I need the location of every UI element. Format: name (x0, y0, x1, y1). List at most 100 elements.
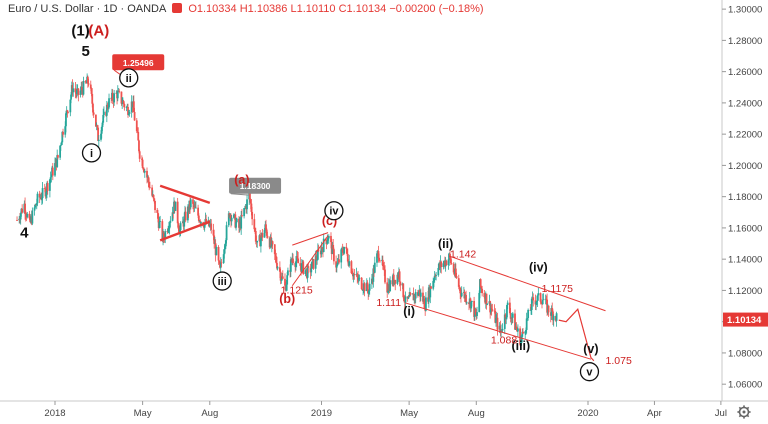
candle-body (315, 255, 318, 260)
candle-body (51, 167, 54, 176)
candle-body (235, 222, 237, 228)
candle-body (224, 240, 227, 247)
candle-body (137, 131, 140, 141)
candle-body (491, 309, 494, 311)
candle-body (433, 275, 436, 281)
candle-body (168, 222, 171, 229)
candle-body (389, 280, 392, 291)
candle-body (158, 221, 161, 228)
gear-icon[interactable] (737, 405, 751, 419)
candle-body (515, 326, 518, 330)
candle-body (132, 101, 135, 112)
candle-body (452, 263, 455, 273)
candle-body (192, 203, 195, 208)
candle-body (503, 314, 506, 329)
candle-body (92, 103, 94, 113)
candle-body (398, 271, 401, 282)
price-annotation: 1.1215 (281, 285, 313, 297)
candle-body (41, 188, 44, 199)
candle-body (489, 301, 492, 313)
candle-body (360, 277, 363, 290)
candle-body (340, 249, 343, 263)
price-annotation: 1.111 (376, 297, 401, 309)
trend-line-upper-channel (449, 255, 606, 312)
candle-body (476, 312, 478, 317)
candle-body (254, 230, 257, 242)
candle-body (358, 277, 361, 279)
candle-body (330, 235, 332, 243)
candle-body (138, 151, 141, 159)
x-tick-label: Aug (201, 408, 218, 419)
circled-wave-ring (579, 362, 600, 382)
candle-body (249, 192, 251, 200)
candle-body (232, 214, 235, 218)
candle-body (154, 200, 156, 211)
candle-body (504, 314, 507, 319)
candle-body (107, 107, 110, 109)
candle-body (376, 253, 378, 263)
candle-body (432, 280, 435, 289)
candle-body (213, 235, 216, 244)
candle-body (470, 301, 473, 309)
callout-pointer (231, 193, 250, 196)
wave-label: 5 (81, 43, 89, 60)
candle-body (511, 317, 513, 319)
candle-body (59, 145, 62, 158)
candle-body (316, 259, 319, 261)
candle-body (127, 107, 129, 115)
candle-body (287, 270, 289, 276)
candle-body (103, 111, 105, 115)
candle-body (336, 262, 339, 266)
candle-body (532, 297, 535, 301)
candle-body (297, 258, 300, 264)
candle-body (225, 225, 228, 241)
y-tick-label: 1.30000 (728, 5, 762, 16)
candle-body (509, 313, 512, 319)
candle-body (192, 199, 194, 204)
candle-body (94, 114, 97, 127)
candle-body (250, 203, 253, 212)
candle-body (433, 280, 435, 281)
candle-body (227, 213, 230, 226)
candle-body (338, 259, 340, 263)
wave-label: (1) (71, 23, 89, 40)
candle-body (97, 127, 99, 141)
candle-body (116, 91, 119, 99)
candle-body (454, 268, 457, 277)
candle-body (159, 221, 162, 222)
candle-body (403, 297, 405, 301)
candle-body (243, 208, 246, 209)
wave-label: (iii) (511, 339, 530, 353)
candle-body (118, 90, 121, 92)
candle-body (153, 198, 156, 201)
candle-body (335, 261, 338, 268)
x-tick-label: May (400, 408, 418, 419)
candle-body (537, 293, 540, 296)
candle-body (327, 238, 329, 241)
candle-body (86, 76, 89, 84)
last-price-marker (723, 312, 768, 327)
candle-body (455, 276, 458, 279)
candle-body (122, 100, 125, 105)
candle-body (140, 158, 143, 160)
candle-body (361, 289, 364, 291)
candle-body (199, 221, 202, 224)
candle-body (377, 251, 380, 258)
candle-body (465, 302, 468, 304)
candle-body (307, 266, 310, 268)
candle-body (67, 111, 70, 113)
candle-body (306, 266, 309, 278)
candle-body (552, 311, 554, 321)
candle-body (373, 262, 376, 273)
candle-body (189, 199, 192, 208)
candle-body (292, 258, 294, 264)
candle-body (459, 287, 462, 294)
trend-line-lower-channel (405, 302, 592, 360)
candle-body (19, 213, 22, 220)
candle-body (218, 260, 221, 263)
wave-label: (i) (403, 304, 415, 318)
candle-body (471, 301, 473, 302)
candle-body (335, 265, 338, 268)
candle-body (408, 293, 411, 297)
